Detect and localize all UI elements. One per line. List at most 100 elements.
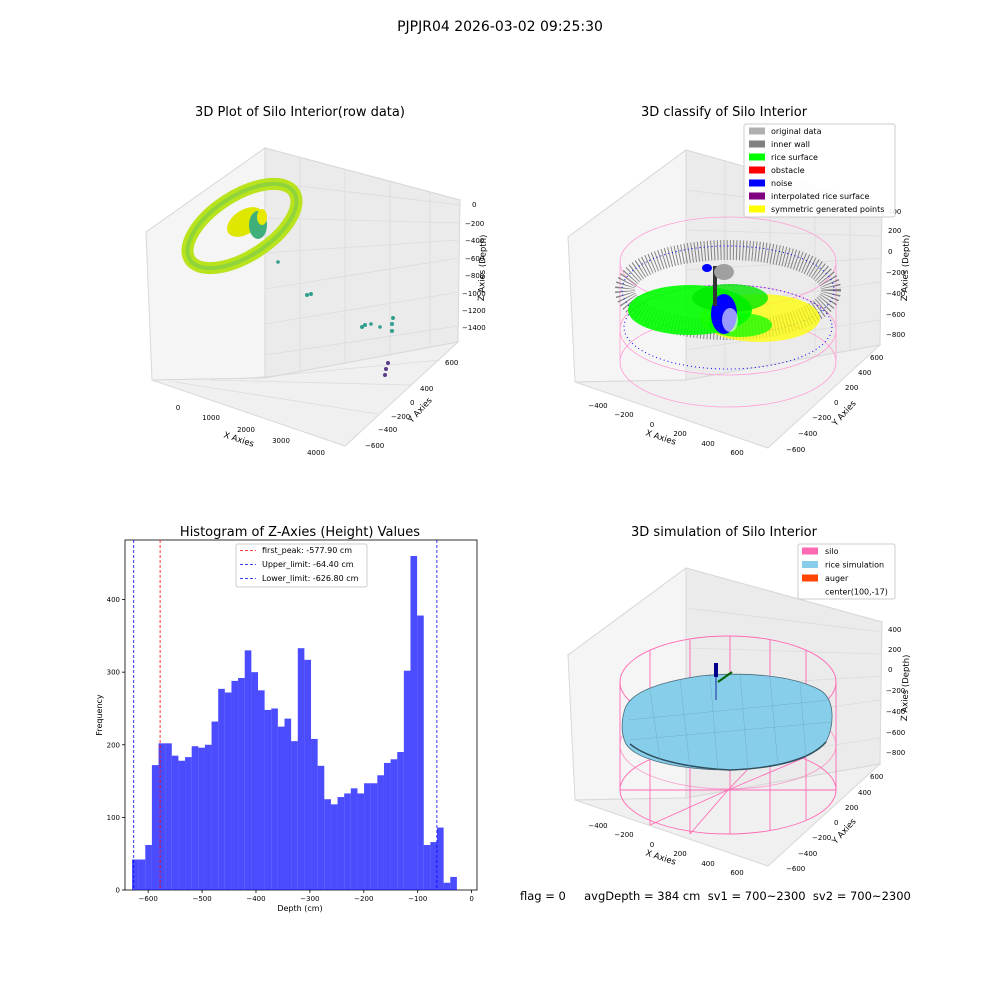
histogram-legend-label: Upper_limit: -64.40 cm [262,560,354,569]
histogram-bar [397,752,404,890]
raw-ztick: 0 [472,201,476,209]
histogram-bar [145,844,152,890]
classify-ztick: 0 [888,248,892,256]
histogram-bar [317,765,325,890]
legend-swatch [802,561,818,568]
histogram-y-ticks: 0 100 200 300 400 [107,596,125,895]
raw-point-cloud [181,177,395,377]
raw-ytick: −400 [378,426,397,434]
sim-ytick: 200 [845,804,858,812]
histogram-bar [423,844,431,890]
raw-ztick: −600 [465,255,484,263]
classify-legend-label: inner wall [771,140,810,149]
raw-ztick: −400 [465,237,484,245]
histogram-bar [132,859,139,890]
classify-ztick: −800 [886,331,905,339]
simulation-panel: 3D simulation of Silo Interior [566,525,912,877]
classify-legend-label: original data [771,127,822,136]
classify-xtick: 400 [701,440,714,448]
raw-tick-labels: 0 1000 2000 3000 4000 600 400 0 −200 −40… [176,201,486,457]
sim-ztick: −200 [886,687,905,695]
classify-inner-wall [615,240,841,370]
sim-ytick: 400 [858,789,871,797]
sim-xtick: 0 [650,841,654,849]
histogram-bar [178,760,186,890]
histogram-bar [450,876,457,890]
histogram-bar [370,783,378,890]
histogram-y-tick-label: 400 [107,596,120,604]
histogram-x-tick-label: −300 [300,895,319,903]
histogram-y-tick-label: 0 [116,887,120,895]
classify-legend-label: obstacle [771,166,805,175]
simulation-tick-labels: −400 −200 0 200 400 600 600 400 200 0 −2… [588,626,905,877]
histogram-title: Histogram of Z-Axies (Height) Values [180,525,420,540]
classify-legend: original data inner wall rice surface obsta… [743,123,896,218]
histogram-bar [264,709,272,890]
histogram-ylabel: Frequency [95,694,104,736]
histogram-bar [417,615,424,890]
histogram-bar [337,797,345,890]
classify-xtick: 200 [673,430,686,438]
raw-xtick: 3000 [272,437,290,445]
histogram-bar [171,755,179,890]
histogram-y-tick-label: 100 [107,814,120,822]
histogram-x-tick-label: 0 [469,895,473,903]
histogram-x-tick-label: −400 [246,895,265,903]
simulation-legend: silo rice simulation auger center(100,-17) [797,543,896,600]
histogram-bar [350,788,358,890]
simulation-legend-label: auger [825,574,849,583]
simulation-legend-label: rice simulation [825,561,884,570]
raw-ytick: −600 [365,442,384,450]
histogram-bar [410,555,418,890]
legend-swatch [802,574,818,582]
classify-ztick: −200 [886,269,905,277]
raw-data-panel: 3D Plot of Silo Interior(row data) 0 100… [144,105,489,457]
histogram-bar [364,783,371,890]
raw-xtick: 2000 [237,426,255,434]
raw-ztick: −1000 [462,290,486,298]
histogram-bar [257,690,265,890]
sim-ytick: −600 [786,865,805,873]
raw-ytick: −200 [391,413,410,421]
histogram-bar [437,827,444,890]
histogram-legend-label: first_peak: -577.90 cm [262,546,352,555]
histogram-xlabel: Depth (cm) [277,904,322,913]
sim-ztick: −800 [886,749,905,757]
histogram-x-tick-label: −200 [354,895,373,903]
histogram-y-tick-label: 300 [107,669,120,677]
classify-zlabel: Z Axies (Depth) [900,234,912,301]
histogram-bars [132,555,457,890]
classify-xtick: −400 [588,402,607,410]
classify-ztick: −400 [886,290,905,298]
histogram-bar [271,708,278,890]
auger-icon [714,663,733,700]
legend-swatch [749,179,765,187]
sim-xtick: 600 [730,869,743,877]
legend-swatch [749,192,765,200]
histogram-bar [231,680,239,890]
legend-swatch [802,547,818,555]
legend-swatch [749,140,765,148]
simulation-legend-label: center(100,-17) [825,588,888,597]
histogram-bar [330,804,338,890]
legend-swatch [749,205,765,213]
sim-ytick: 0 [834,819,838,827]
sim-ztick: 200 [888,646,901,654]
histogram-bar [344,793,351,890]
sim-ytick: −200 [812,834,831,842]
simulation-panel-title: 3D simulation of Silo Interior [631,525,818,540]
raw-xtick: 1000 [202,414,220,422]
histogram-bar [198,747,205,890]
simulation-rice-surface [621,673,833,771]
histogram-bar [204,744,212,890]
classify-xtick: 600 [730,449,743,457]
raw-panel-title: 3D Plot of Silo Interior(row data) [195,105,405,120]
histogram-bar [324,799,331,890]
histogram-legend: first_peak: -577.90 cm Upper_limit: -64.4… [235,543,368,588]
classify-panel: 3D classify of Silo Interior [566,105,912,457]
raw-xtick: 0 [176,404,180,412]
classify-ytick: 400 [858,369,871,377]
histogram-bar [277,726,285,890]
status-readout: flag = 0 avgDepth = 384 cm sv1 = 700~230… [520,889,911,903]
